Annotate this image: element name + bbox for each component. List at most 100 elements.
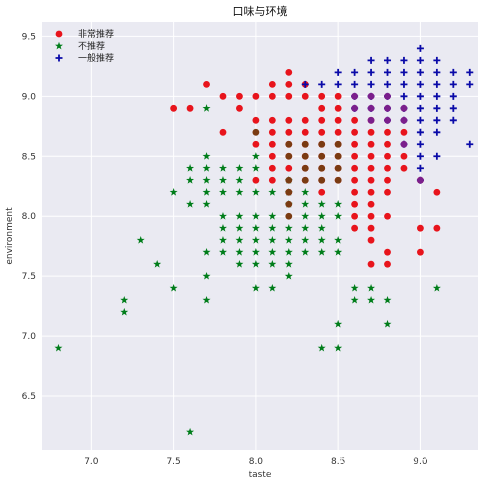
data-point-circle bbox=[417, 224, 424, 232]
data-point-star bbox=[284, 224, 293, 232]
data-point-star bbox=[350, 295, 359, 304]
data-point-star bbox=[235, 247, 244, 256]
data-point-circle bbox=[351, 104, 359, 112]
data-point-star bbox=[284, 236, 293, 244]
data-point-star bbox=[235, 176, 244, 184]
data-point-star bbox=[268, 259, 277, 268]
data-point-star bbox=[317, 200, 326, 208]
data-point-circle bbox=[301, 92, 309, 100]
data-point-circle bbox=[318, 164, 326, 172]
data-point-circle bbox=[351, 224, 359, 232]
data-point-circle bbox=[400, 140, 408, 148]
data-point-plus bbox=[400, 56, 408, 64]
data-point-plus bbox=[433, 152, 441, 160]
data-point-star bbox=[202, 104, 211, 112]
data-point-circle bbox=[318, 128, 326, 136]
data-point-circle bbox=[268, 152, 276, 160]
y-tick-label: 9.0 bbox=[22, 92, 37, 102]
data-point-star bbox=[235, 224, 244, 232]
data-point-star bbox=[251, 152, 260, 160]
data-point-circle bbox=[367, 116, 375, 124]
data-point-circle bbox=[318, 176, 326, 184]
data-point-star bbox=[120, 307, 129, 316]
data-point-star bbox=[268, 212, 277, 220]
data-point-star bbox=[202, 247, 211, 256]
data-point-star bbox=[186, 427, 195, 436]
data-point-circle bbox=[252, 128, 260, 136]
data-point-circle bbox=[367, 92, 375, 100]
data-point-plus bbox=[433, 80, 441, 88]
data-point-plus bbox=[466, 140, 474, 148]
data-point-star bbox=[235, 164, 244, 172]
data-point-star bbox=[334, 236, 343, 244]
data-point-circle bbox=[219, 92, 227, 100]
data-point-circle bbox=[351, 212, 359, 220]
data-point-circle bbox=[417, 176, 424, 184]
data-point-star bbox=[186, 200, 195, 208]
data-point-plus bbox=[449, 68, 457, 76]
data-point-star bbox=[432, 283, 441, 292]
data-point-star bbox=[383, 295, 392, 304]
data-point-plus bbox=[416, 68, 424, 76]
data-point-circle bbox=[301, 164, 309, 172]
series-3 bbox=[252, 128, 342, 220]
data-point-circle bbox=[268, 92, 276, 100]
data-points bbox=[54, 44, 474, 436]
data-point-circle bbox=[334, 176, 342, 184]
data-point-star bbox=[251, 224, 260, 232]
legend-label: 不推荐 bbox=[78, 40, 105, 52]
data-point-circle bbox=[384, 128, 391, 136]
data-point-star bbox=[251, 164, 260, 172]
plot-area bbox=[42, 22, 478, 450]
data-point-plus bbox=[367, 56, 375, 64]
data-point-plus bbox=[318, 80, 326, 88]
data-point-circle bbox=[285, 164, 293, 172]
data-point-circle bbox=[367, 128, 375, 136]
y-tick-label: 7.0 bbox=[22, 332, 37, 342]
data-point-circle bbox=[252, 176, 260, 184]
data-point-star bbox=[218, 164, 227, 172]
data-point-star bbox=[317, 212, 326, 220]
data-point-circle bbox=[351, 188, 359, 196]
data-point-star bbox=[251, 283, 260, 292]
legend-label: 非常推荐 bbox=[78, 28, 114, 40]
data-point-circle bbox=[186, 104, 194, 112]
data-point-circle bbox=[400, 128, 408, 136]
data-point-star bbox=[301, 236, 310, 244]
data-point-star bbox=[202, 271, 211, 280]
data-point-circle bbox=[268, 80, 276, 88]
y-axis-title: environment bbox=[5, 207, 15, 265]
data-point-plus bbox=[416, 140, 424, 148]
data-point-plus bbox=[400, 92, 408, 100]
series-1 bbox=[54, 104, 441, 436]
data-point-star bbox=[235, 212, 244, 220]
data-point-plus bbox=[416, 164, 424, 172]
data-point-plus bbox=[367, 80, 375, 88]
data-point-star bbox=[268, 283, 277, 292]
data-point-plus bbox=[433, 68, 441, 76]
data-point-circle bbox=[285, 92, 293, 100]
data-point-star bbox=[268, 188, 277, 196]
data-point-star bbox=[317, 236, 326, 244]
data-point-circle bbox=[268, 164, 276, 172]
data-point-plus bbox=[433, 116, 441, 124]
data-point-plus bbox=[400, 68, 408, 76]
data-point-plus bbox=[367, 68, 375, 76]
data-point-circle bbox=[334, 104, 342, 112]
data-point-circle bbox=[301, 176, 309, 184]
data-point-circle bbox=[384, 176, 391, 184]
data-point-star bbox=[235, 236, 244, 244]
data-point-circle bbox=[285, 68, 293, 76]
data-point-star bbox=[153, 259, 162, 268]
data-point-star bbox=[218, 236, 227, 244]
data-point-plus bbox=[449, 80, 457, 88]
data-point-circle bbox=[351, 140, 359, 148]
data-point-circle bbox=[351, 176, 359, 184]
data-point-plus bbox=[416, 128, 424, 136]
data-point-circle bbox=[351, 128, 359, 136]
data-point-star bbox=[301, 224, 310, 232]
data-point-circle bbox=[252, 140, 260, 148]
